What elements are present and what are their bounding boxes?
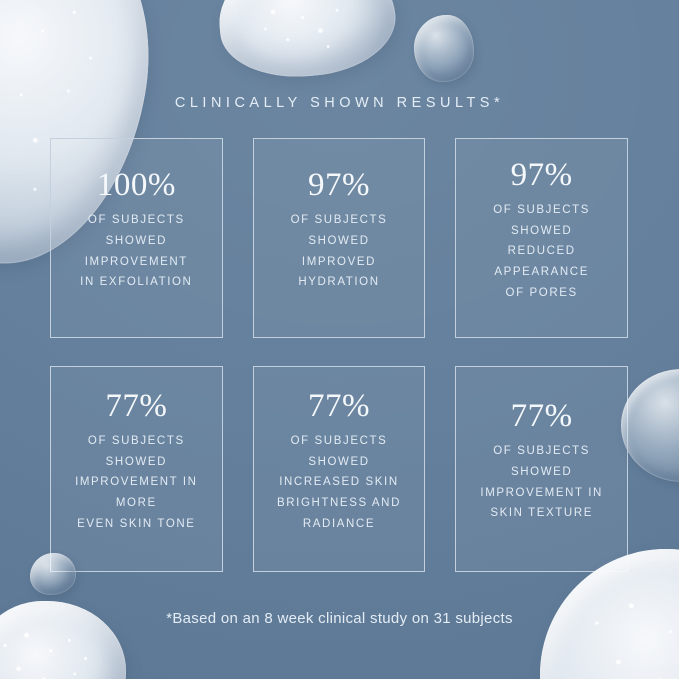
stat-value: 77% — [307, 387, 370, 424]
droplet-right-middle — [621, 369, 679, 482]
stat-value: 100% — [96, 166, 176, 203]
result-card-exfoliation: 100% OF SUBJECTS SHOWED IMPROVEMENT IN E… — [50, 138, 223, 338]
study-footnote: *Based on an 8 week clinical study on 31… — [166, 610, 513, 627]
droplet-bottom-right-large — [540, 549, 679, 679]
results-grid: 100% OF SUBJECTS SHOWED IMPROVEMENT IN E… — [50, 138, 628, 572]
stat-value: 97% — [510, 156, 573, 193]
stat-description: OF SUBJECTS SHOWED REDUCED APPEARANCE OF… — [493, 203, 591, 299]
stat-description: OF SUBJECTS SHOWED INCREASED SKIN BRIGHT… — [276, 434, 401, 530]
stat-description: OF SUBJECTS SHOWED IMPROVEMENT IN SKIN T… — [480, 445, 603, 520]
stat-value: 97% — [307, 166, 370, 203]
stat-description: OF SUBJECTS SHOWED IMPROVEMENT IN EXFOLI… — [80, 214, 193, 289]
droplet-bottom-left-large — [0, 601, 126, 679]
results-title: CLINICALLY SHOWN RESULTS* — [174, 95, 505, 111]
result-card-hydration: 97% OF SUBJECTS SHOWED IMPROVED HYDRATIO… — [252, 138, 426, 338]
stat-description: OF SUBJECTS SHOWED IMPROVED HYDRATION — [290, 214, 388, 289]
stat-description: OF SUBJECTS SHOWED IMPROVEMENT IN MORE E… — [75, 434, 198, 530]
droplet-top-right — [414, 15, 474, 82]
result-card-pores: 97% OF SUBJECTS SHOWED REDUCED APPEARANC… — [455, 138, 628, 338]
droplet-top-center — [214, 0, 400, 84]
result-card-texture: 77% OF SUBJECTS SHOWED IMPROVEMENT IN SK… — [455, 366, 628, 572]
result-card-skin-tone: 77% OF SUBJECTS SHOWED IMPROVEMENT IN MO… — [50, 366, 223, 572]
result-card-brightness: 77% OF SUBJECTS SHOWED INCREASED SKIN BR… — [252, 366, 426, 572]
stat-value: 77% — [105, 387, 168, 424]
droplet-bottom-left-small — [30, 553, 76, 595]
stat-value: 77% — [510, 397, 573, 434]
